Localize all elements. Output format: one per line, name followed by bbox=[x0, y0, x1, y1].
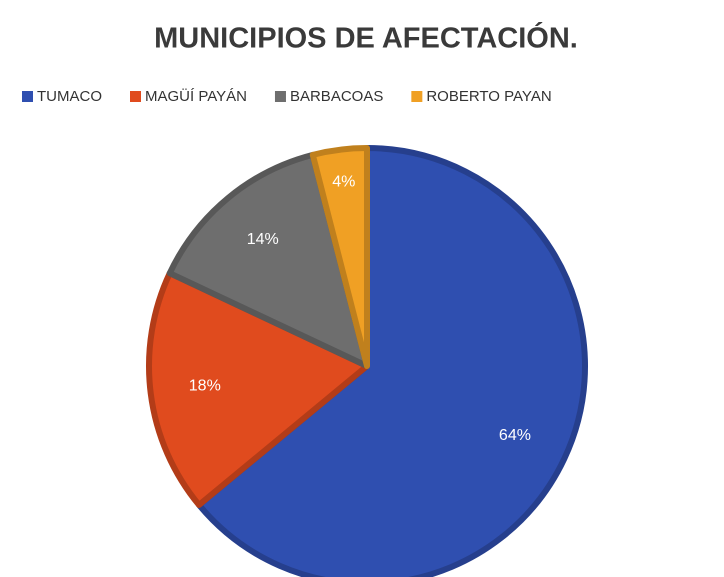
legend: TUMACO MAGÜÍ PAYÁN BARBACOAS ROBERTO PAYAN bbox=[22, 87, 552, 105]
data-label: 18% bbox=[189, 378, 221, 395]
legend-label: ROBERTO PAYAN bbox=[426, 88, 551, 105]
legend-swatch bbox=[411, 91, 423, 102]
legend-swatch bbox=[22, 91, 33, 102]
legend-label: TUMACO bbox=[37, 88, 102, 105]
legend-swatch bbox=[274, 91, 286, 102]
pie-slice bbox=[196, 145, 588, 577]
data-label: 4% bbox=[332, 173, 355, 190]
pie-slice bbox=[146, 270, 370, 508]
pie-slice bbox=[309, 145, 370, 369]
data-label: 14% bbox=[247, 231, 279, 248]
data-label: 64% bbox=[499, 427, 531, 444]
legend-label: MAGÜÍ PAYÁN bbox=[145, 87, 247, 105]
pie-slice bbox=[166, 151, 370, 369]
legend-swatch bbox=[130, 91, 141, 102]
legend-label: BARBACOAS bbox=[290, 88, 383, 105]
pie: 64% 18% 14% 4% bbox=[146, 145, 588, 577]
chart-title: MUNICIPIOS DE AFECTACIÓN. bbox=[154, 21, 578, 55]
